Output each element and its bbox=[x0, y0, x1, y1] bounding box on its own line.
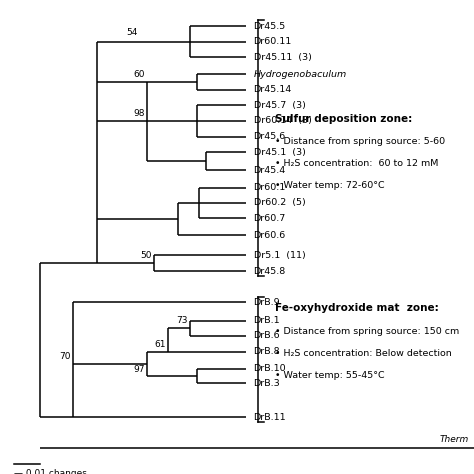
Text: Fe-oxyhydroxide mat  zone:: Fe-oxyhydroxide mat zone: bbox=[275, 303, 438, 313]
Text: Dr45.14: Dr45.14 bbox=[254, 85, 292, 94]
Text: DrB.3: DrB.3 bbox=[254, 379, 280, 388]
Text: Dr45.11  (3): Dr45.11 (3) bbox=[254, 53, 311, 62]
Text: Dr60.14  (3): Dr60.14 (3) bbox=[254, 117, 311, 125]
Text: 98: 98 bbox=[133, 109, 145, 118]
Text: DrB.8: DrB.8 bbox=[254, 347, 280, 356]
Text: • Water temp: 72-60°C: • Water temp: 72-60°C bbox=[275, 181, 384, 190]
Text: Dr45.5: Dr45.5 bbox=[254, 22, 286, 30]
Text: Dr60.11: Dr60.11 bbox=[254, 37, 292, 46]
Text: 50: 50 bbox=[140, 251, 152, 260]
Text: 60: 60 bbox=[133, 70, 145, 79]
Text: • Distance from spring source: 5-60: • Distance from spring source: 5-60 bbox=[275, 137, 445, 146]
Text: Dr60.1: Dr60.1 bbox=[254, 183, 286, 192]
Text: Dr45.8: Dr45.8 bbox=[254, 267, 286, 275]
Text: 73: 73 bbox=[176, 317, 187, 326]
Text: DrB.6: DrB.6 bbox=[254, 331, 280, 340]
Text: 97: 97 bbox=[133, 365, 145, 374]
Text: DrB.9: DrB.9 bbox=[254, 298, 280, 307]
Text: • H₂S concentration:  60 to 12 mM: • H₂S concentration: 60 to 12 mM bbox=[275, 159, 438, 168]
Text: • Water temp: 55-45°C: • Water temp: 55-45°C bbox=[275, 371, 384, 380]
Text: Dr45.7  (3): Dr45.7 (3) bbox=[254, 101, 305, 109]
Text: DrB.10: DrB.10 bbox=[254, 365, 286, 373]
Text: 70: 70 bbox=[60, 352, 71, 361]
Text: • Distance from spring source: 150 cm: • Distance from spring source: 150 cm bbox=[275, 327, 459, 336]
Text: Dr45.6: Dr45.6 bbox=[254, 132, 286, 141]
Text: DrB.11: DrB.11 bbox=[254, 413, 286, 421]
Text: Therm: Therm bbox=[440, 435, 469, 444]
Text: Dr60.2  (5): Dr60.2 (5) bbox=[254, 199, 305, 207]
Text: Dr45.4: Dr45.4 bbox=[254, 166, 286, 174]
Text: DrB.1: DrB.1 bbox=[254, 317, 280, 325]
Text: Dr60.6: Dr60.6 bbox=[254, 231, 286, 239]
Text: Dr5.1  (11): Dr5.1 (11) bbox=[254, 251, 305, 259]
Text: Sulfur deposition zone:: Sulfur deposition zone: bbox=[275, 114, 412, 124]
Text: Dr60.7: Dr60.7 bbox=[254, 214, 286, 222]
Text: 61: 61 bbox=[155, 340, 166, 349]
Text: 54: 54 bbox=[126, 28, 137, 37]
Text: • H₂S concentration: Below detection: • H₂S concentration: Below detection bbox=[275, 349, 452, 358]
Text: Dr45.1  (3): Dr45.1 (3) bbox=[254, 148, 305, 156]
Text: Hydrogenobaculum: Hydrogenobaculum bbox=[254, 70, 347, 79]
Text: — 0.01 changes: — 0.01 changes bbox=[14, 469, 87, 474]
